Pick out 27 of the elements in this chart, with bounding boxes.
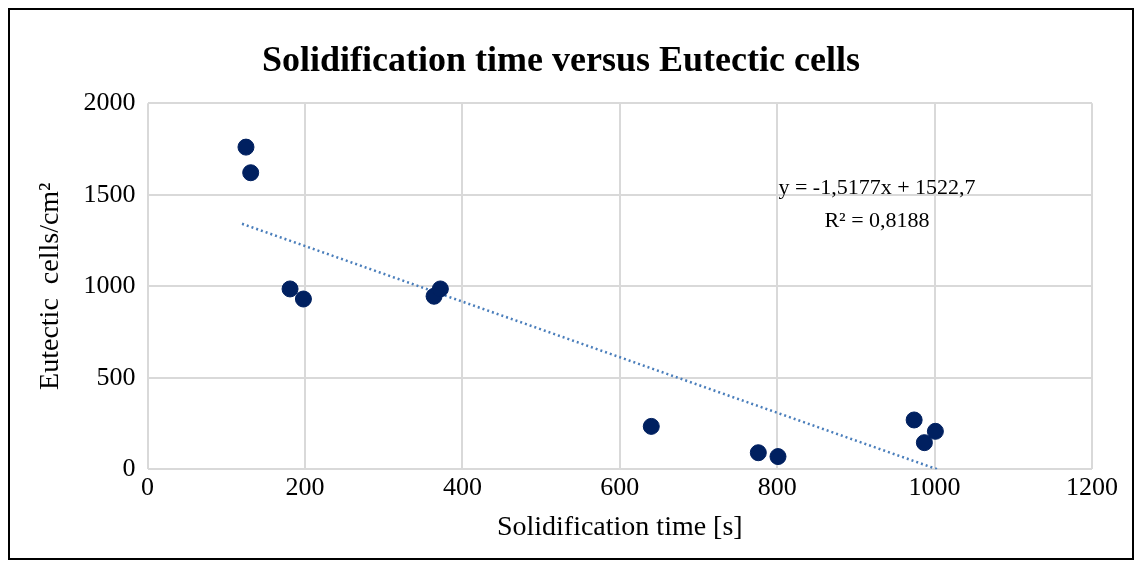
point [281,280,299,298]
y-tick-label: 500 [96,361,136,391]
x-tick-label: 400 [442,471,482,501]
x-tick-label: 600 [600,471,640,501]
x-tick-label: 200 [285,471,325,501]
y-tick-label: 1000 [83,270,136,300]
y-axis-title: Eutectic cells/cm² [33,182,65,390]
point [237,138,255,156]
point [294,290,312,308]
annotation: y = -1,5177x + 1522,7 [778,173,976,199]
x-tick-label: 0 [141,471,155,501]
annotation: R² = 0,8188 [824,206,930,232]
x-axis-title: Solidification time [s] [496,509,743,541]
point [431,280,449,298]
y-tick-label: 2000 [83,87,136,117]
x-tick-label: 1000 [908,471,961,501]
chart-title: Solidification time versus Eutectic cells [262,38,860,79]
point [242,164,260,182]
x-tick-label: 1200 [1066,471,1118,501]
point [642,417,660,435]
point [749,444,767,462]
point [769,448,787,466]
point [905,411,923,429]
point [926,422,944,440]
point [915,434,933,452]
y-tick-label: 1500 [83,178,136,208]
x-tick-label: 800 [757,471,797,501]
